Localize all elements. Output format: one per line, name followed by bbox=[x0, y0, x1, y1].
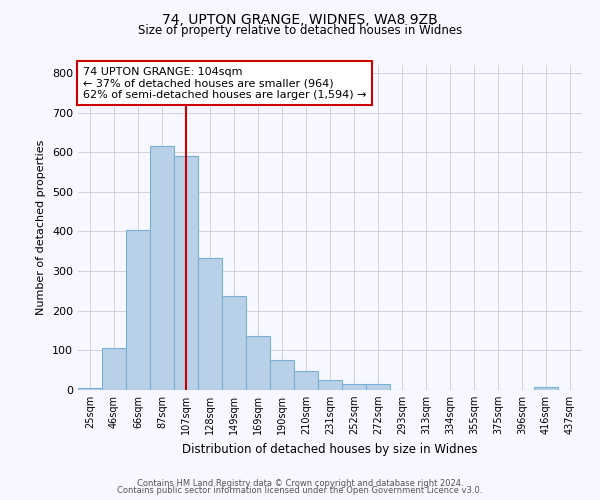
Bar bbox=[198, 258, 222, 390]
Bar bbox=[78, 388, 102, 390]
Bar bbox=[342, 384, 366, 390]
Text: 74 UPTON GRANGE: 104sqm
← 37% of detached houses are smaller (964)
62% of semi-d: 74 UPTON GRANGE: 104sqm ← 37% of detache… bbox=[83, 66, 367, 100]
Bar bbox=[270, 360, 294, 390]
X-axis label: Distribution of detached houses by size in Widnes: Distribution of detached houses by size … bbox=[182, 442, 478, 456]
Text: Contains HM Land Registry data © Crown copyright and database right 2024.: Contains HM Land Registry data © Crown c… bbox=[137, 478, 463, 488]
Bar bbox=[222, 296, 246, 390]
Bar bbox=[126, 230, 150, 390]
Bar bbox=[366, 384, 390, 390]
Bar bbox=[150, 146, 174, 390]
Bar bbox=[534, 387, 558, 390]
Bar bbox=[294, 370, 318, 390]
Bar bbox=[246, 336, 270, 390]
Text: Contains public sector information licensed under the Open Government Licence v3: Contains public sector information licen… bbox=[118, 486, 482, 495]
Bar bbox=[102, 348, 126, 390]
Y-axis label: Number of detached properties: Number of detached properties bbox=[37, 140, 46, 315]
Text: 74, UPTON GRANGE, WIDNES, WA8 9ZB: 74, UPTON GRANGE, WIDNES, WA8 9ZB bbox=[162, 12, 438, 26]
Bar bbox=[174, 156, 198, 390]
Text: Size of property relative to detached houses in Widnes: Size of property relative to detached ho… bbox=[138, 24, 462, 37]
Bar bbox=[318, 380, 342, 390]
